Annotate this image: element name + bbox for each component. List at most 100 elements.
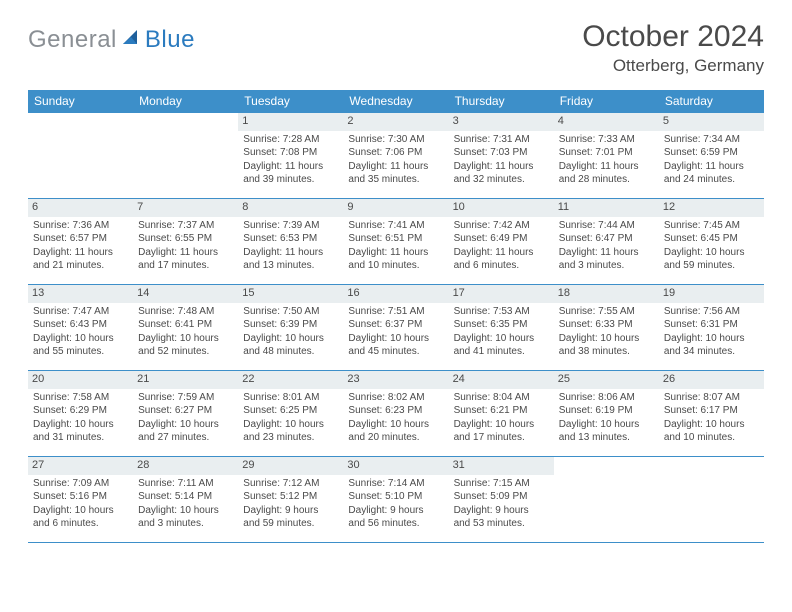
daylight-text: and 6 minutes. [33, 517, 128, 531]
daylight-text: Daylight: 9 hours [348, 504, 443, 518]
sunset-text: Sunset: 6:45 PM [664, 232, 759, 246]
day-number: 12 [659, 199, 764, 217]
daylight-text: Daylight: 11 hours [243, 246, 338, 260]
sunrise-text: Sunrise: 8:06 AM [559, 391, 654, 405]
day-cell: 25Sunrise: 8:06 AMSunset: 6:19 PMDayligh… [554, 371, 659, 456]
weekday-header: Monday [133, 90, 238, 113]
daylight-text: and 10 minutes. [664, 431, 759, 445]
sunset-text: Sunset: 7:03 PM [454, 146, 549, 160]
sunset-text: Sunset: 6:31 PM [664, 318, 759, 332]
sunset-text: Sunset: 7:08 PM [243, 146, 338, 160]
sunrise-text: Sunrise: 7:55 AM [559, 305, 654, 319]
logo: General Blue [28, 20, 195, 54]
daylight-text: Daylight: 10 hours [243, 332, 338, 346]
sunrise-text: Sunrise: 7:41 AM [348, 219, 443, 233]
day-cell: 17Sunrise: 7:53 AMSunset: 6:35 PMDayligh… [449, 285, 554, 370]
daylight-text: and 13 minutes. [559, 431, 654, 445]
sunset-text: Sunset: 6:49 PM [454, 232, 549, 246]
sunset-text: Sunset: 7:01 PM [559, 146, 654, 160]
day-number: 25 [554, 371, 659, 389]
daylight-text: Daylight: 11 hours [664, 160, 759, 174]
day-cell: 28Sunrise: 7:11 AMSunset: 5:14 PMDayligh… [133, 457, 238, 542]
sunrise-text: Sunrise: 7:45 AM [664, 219, 759, 233]
sunset-text: Sunset: 7:06 PM [348, 146, 443, 160]
daylight-text: Daylight: 10 hours [33, 418, 128, 432]
day-number: 26 [659, 371, 764, 389]
sunset-text: Sunset: 6:53 PM [243, 232, 338, 246]
daylight-text: Daylight: 10 hours [138, 418, 233, 432]
header: General Blue October 2024 Otterberg, Ger… [28, 20, 764, 76]
sunrise-text: Sunrise: 7:09 AM [33, 477, 128, 491]
daylight-text: and 21 minutes. [33, 259, 128, 273]
daylight-text: Daylight: 11 hours [348, 160, 443, 174]
daylight-text: Daylight: 11 hours [559, 160, 654, 174]
day-cell: 1Sunrise: 7:28 AMSunset: 7:08 PMDaylight… [238, 113, 343, 198]
day-cell: 24Sunrise: 8:04 AMSunset: 6:21 PMDayligh… [449, 371, 554, 456]
daylight-text: Daylight: 10 hours [243, 418, 338, 432]
day-number: 2 [343, 113, 448, 131]
daylight-text: Daylight: 10 hours [664, 332, 759, 346]
day-cell: 11Sunrise: 7:44 AMSunset: 6:47 PMDayligh… [554, 199, 659, 284]
daylight-text: and 6 minutes. [454, 259, 549, 273]
daylight-text: and 27 minutes. [138, 431, 233, 445]
sunset-text: Sunset: 5:14 PM [138, 490, 233, 504]
sunset-text: Sunset: 6:37 PM [348, 318, 443, 332]
sunset-text: Sunset: 6:43 PM [33, 318, 128, 332]
daylight-text: and 35 minutes. [348, 173, 443, 187]
sunset-text: Sunset: 6:23 PM [348, 404, 443, 418]
daylight-text: and 39 minutes. [243, 173, 338, 187]
daylight-text: and 52 minutes. [138, 345, 233, 359]
sunset-text: Sunset: 6:21 PM [454, 404, 549, 418]
day-number: 11 [554, 199, 659, 217]
daylight-text: Daylight: 11 hours [348, 246, 443, 260]
daylight-text: Daylight: 11 hours [243, 160, 338, 174]
sunrise-text: Sunrise: 7:37 AM [138, 219, 233, 233]
daylight-text: and 13 minutes. [243, 259, 338, 273]
sunrise-text: Sunrise: 7:39 AM [243, 219, 338, 233]
day-cell: 15Sunrise: 7:50 AMSunset: 6:39 PMDayligh… [238, 285, 343, 370]
daylight-text: and 59 minutes. [664, 259, 759, 273]
day-number: 9 [343, 199, 448, 217]
daylight-text: and 10 minutes. [348, 259, 443, 273]
sunrise-text: Sunrise: 7:33 AM [559, 133, 654, 147]
weekday-header: Sunday [28, 90, 133, 113]
daylight-text: and 28 minutes. [559, 173, 654, 187]
sunset-text: Sunset: 5:09 PM [454, 490, 549, 504]
daylight-text: Daylight: 11 hours [138, 246, 233, 260]
daylight-text: and 31 minutes. [33, 431, 128, 445]
daylight-text: and 24 minutes. [664, 173, 759, 187]
empty-day-cell [133, 113, 238, 198]
day-cell: 23Sunrise: 8:02 AMSunset: 6:23 PMDayligh… [343, 371, 448, 456]
daylight-text: and 41 minutes. [454, 345, 549, 359]
sunrise-text: Sunrise: 7:11 AM [138, 477, 233, 491]
weekday-header: Saturday [659, 90, 764, 113]
daylight-text: and 56 minutes. [348, 517, 443, 531]
week-row: 13Sunrise: 7:47 AMSunset: 6:43 PMDayligh… [28, 285, 764, 371]
daylight-text: and 23 minutes. [243, 431, 338, 445]
day-cell: 12Sunrise: 7:45 AMSunset: 6:45 PMDayligh… [659, 199, 764, 284]
sunrise-text: Sunrise: 7:56 AM [664, 305, 759, 319]
day-number: 13 [28, 285, 133, 303]
sunset-text: Sunset: 6:51 PM [348, 232, 443, 246]
calendar-page: General Blue October 2024 Otterberg, Ger… [0, 0, 792, 559]
sunset-text: Sunset: 6:57 PM [33, 232, 128, 246]
sunset-text: Sunset: 5:10 PM [348, 490, 443, 504]
sunrise-text: Sunrise: 8:07 AM [664, 391, 759, 405]
daylight-text: Daylight: 10 hours [33, 332, 128, 346]
day-number: 17 [449, 285, 554, 303]
sunset-text: Sunset: 6:27 PM [138, 404, 233, 418]
day-number: 18 [554, 285, 659, 303]
daylight-text: and 3 minutes. [138, 517, 233, 531]
day-cell: 2Sunrise: 7:30 AMSunset: 7:06 PMDaylight… [343, 113, 448, 198]
sunset-text: Sunset: 6:29 PM [33, 404, 128, 418]
day-number: 5 [659, 113, 764, 131]
sunrise-text: Sunrise: 7:51 AM [348, 305, 443, 319]
daylight-text: Daylight: 9 hours [454, 504, 549, 518]
sunrise-text: Sunrise: 8:02 AM [348, 391, 443, 405]
sunrise-text: Sunrise: 7:59 AM [138, 391, 233, 405]
sunrise-text: Sunrise: 7:15 AM [454, 477, 549, 491]
day-cell: 29Sunrise: 7:12 AMSunset: 5:12 PMDayligh… [238, 457, 343, 542]
day-cell: 20Sunrise: 7:58 AMSunset: 6:29 PMDayligh… [28, 371, 133, 456]
logo-text-gray: General [28, 26, 117, 54]
sunrise-text: Sunrise: 7:42 AM [454, 219, 549, 233]
